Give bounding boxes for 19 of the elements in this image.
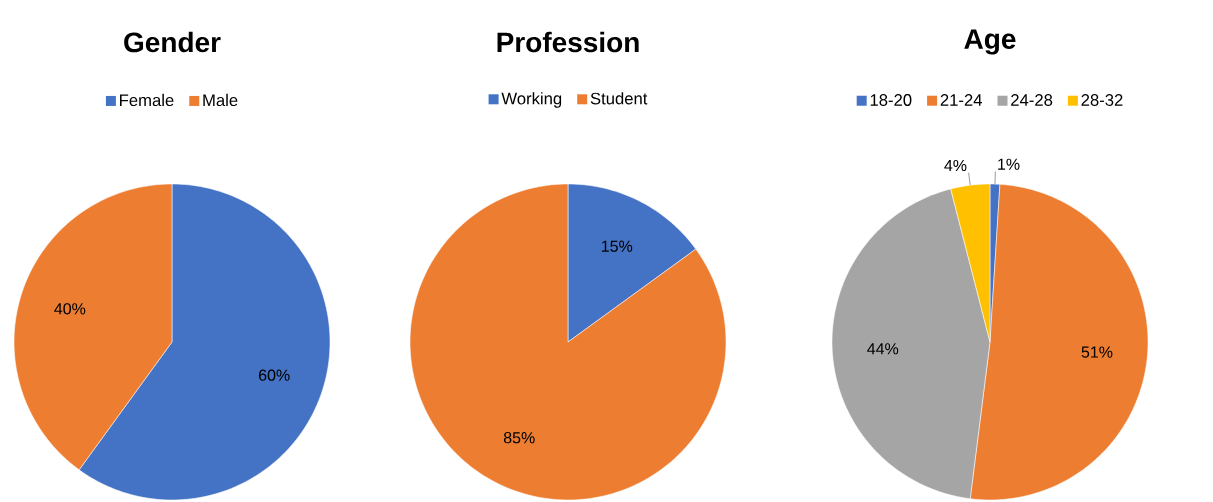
data-label: 15% bbox=[601, 240, 633, 252]
legend-label: Working bbox=[501, 92, 562, 108]
chart-title: Profession bbox=[497, 31, 639, 53]
legend-label: Male bbox=[203, 93, 238, 107]
data-label: 40% bbox=[54, 303, 86, 315]
legend-label: 18-20 bbox=[870, 94, 912, 106]
data-label: 44% bbox=[867, 343, 899, 355]
data-label: 1% bbox=[998, 158, 1020, 170]
legend-label: Female bbox=[120, 93, 174, 107]
legend-label: 28-32 bbox=[1081, 94, 1123, 106]
data-label: 4% bbox=[944, 159, 967, 172]
legend-label: Student bbox=[590, 92, 648, 105]
chart-title: Gender bbox=[124, 31, 221, 53]
chart-title: Age bbox=[964, 29, 1016, 55]
legend-label: 24-28 bbox=[1011, 94, 1053, 106]
data-label: 60% bbox=[258, 369, 290, 381]
data-label: 85% bbox=[503, 432, 535, 444]
legend-label: 21-24 bbox=[940, 94, 983, 106]
data-label: 51% bbox=[1081, 346, 1113, 358]
